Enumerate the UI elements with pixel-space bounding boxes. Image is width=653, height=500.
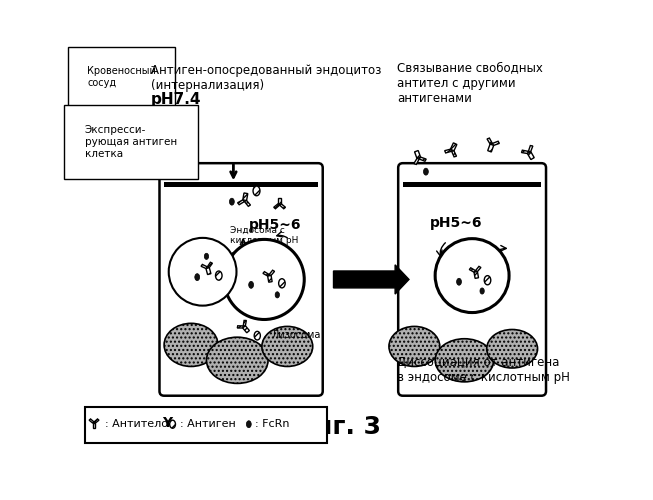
Text: Связывание свободных
антител с другими
антигенами: Связывание свободных антител с другими а…	[398, 62, 543, 104]
Ellipse shape	[253, 186, 260, 196]
Polygon shape	[269, 270, 274, 276]
Circle shape	[168, 238, 236, 306]
Polygon shape	[89, 419, 94, 423]
Polygon shape	[238, 200, 244, 204]
Ellipse shape	[204, 254, 208, 260]
Polygon shape	[244, 200, 251, 206]
Polygon shape	[237, 326, 244, 328]
Polygon shape	[279, 204, 285, 209]
Text: Кровеносный
сосуд: Кровеносный сосуд	[87, 66, 156, 88]
Polygon shape	[470, 268, 475, 272]
Polygon shape	[474, 272, 479, 278]
Text: Антиген-опосредованный эндоцитоз
(интернализация): Антиген-опосредованный эндоцитоз (интерн…	[151, 64, 381, 92]
Ellipse shape	[486, 330, 537, 368]
Polygon shape	[452, 151, 456, 157]
Bar	[403, 182, 541, 187]
Ellipse shape	[424, 168, 428, 175]
Polygon shape	[94, 419, 99, 423]
Text: : Антиген: : Антиген	[180, 419, 235, 429]
Ellipse shape	[279, 278, 285, 288]
Polygon shape	[451, 143, 457, 151]
Text: : Антитело: : Антитело	[105, 419, 168, 429]
Polygon shape	[522, 150, 528, 154]
Polygon shape	[475, 266, 481, 272]
Polygon shape	[528, 146, 533, 152]
Polygon shape	[492, 141, 500, 146]
Ellipse shape	[456, 278, 462, 285]
Ellipse shape	[246, 420, 251, 428]
Text: pH5~6: pH5~6	[249, 218, 301, 232]
Text: Диссоциация от антигена
в эндосоме с кислотным рН: Диссоциация от антигена в эндосоме с кис…	[398, 356, 570, 384]
Ellipse shape	[485, 276, 491, 285]
Text: Фиг. 3: Фиг. 3	[289, 414, 381, 438]
Ellipse shape	[206, 337, 268, 384]
Ellipse shape	[170, 420, 176, 428]
Ellipse shape	[254, 332, 261, 340]
Circle shape	[435, 238, 509, 312]
Text: Эндосома с
кислотным рН: Эндосома с кислотным рН	[230, 226, 298, 245]
Polygon shape	[243, 193, 247, 200]
FancyArrow shape	[334, 265, 409, 294]
Polygon shape	[487, 138, 492, 144]
Text: H⁺: H⁺	[254, 308, 269, 321]
Text: : FcRn: : FcRn	[255, 419, 289, 429]
Text: Экспресси-
рующая антиген
клетка: Экспресси- рующая антиген клетка	[85, 126, 177, 158]
Text: Y: Y	[162, 416, 172, 430]
Text: Лизосома: Лизосома	[271, 330, 321, 340]
Polygon shape	[263, 272, 269, 276]
Polygon shape	[414, 158, 419, 164]
Polygon shape	[415, 150, 421, 158]
Polygon shape	[528, 152, 534, 160]
Text: pH7.4: pH7.4	[151, 92, 202, 108]
Ellipse shape	[389, 326, 439, 366]
Polygon shape	[201, 264, 207, 268]
Polygon shape	[278, 198, 281, 204]
Text: H⁺: H⁺	[216, 274, 231, 287]
Polygon shape	[206, 268, 211, 274]
Bar	[85, 406, 327, 444]
Ellipse shape	[164, 324, 218, 366]
Polygon shape	[268, 276, 272, 282]
Ellipse shape	[480, 288, 485, 294]
Polygon shape	[274, 204, 279, 209]
Polygon shape	[243, 326, 249, 333]
Polygon shape	[93, 423, 95, 428]
FancyBboxPatch shape	[159, 163, 323, 396]
Text: pH5~6: pH5~6	[430, 216, 483, 230]
Polygon shape	[488, 144, 494, 152]
Bar	[164, 182, 318, 187]
Ellipse shape	[249, 282, 253, 288]
Ellipse shape	[195, 274, 200, 280]
Ellipse shape	[275, 292, 279, 298]
Ellipse shape	[215, 271, 222, 280]
Polygon shape	[419, 157, 426, 162]
Polygon shape	[207, 262, 212, 268]
Polygon shape	[445, 149, 452, 153]
Ellipse shape	[262, 326, 313, 366]
FancyBboxPatch shape	[398, 163, 546, 396]
Ellipse shape	[435, 338, 494, 382]
Circle shape	[224, 240, 304, 320]
Polygon shape	[244, 320, 246, 326]
Ellipse shape	[229, 198, 234, 205]
